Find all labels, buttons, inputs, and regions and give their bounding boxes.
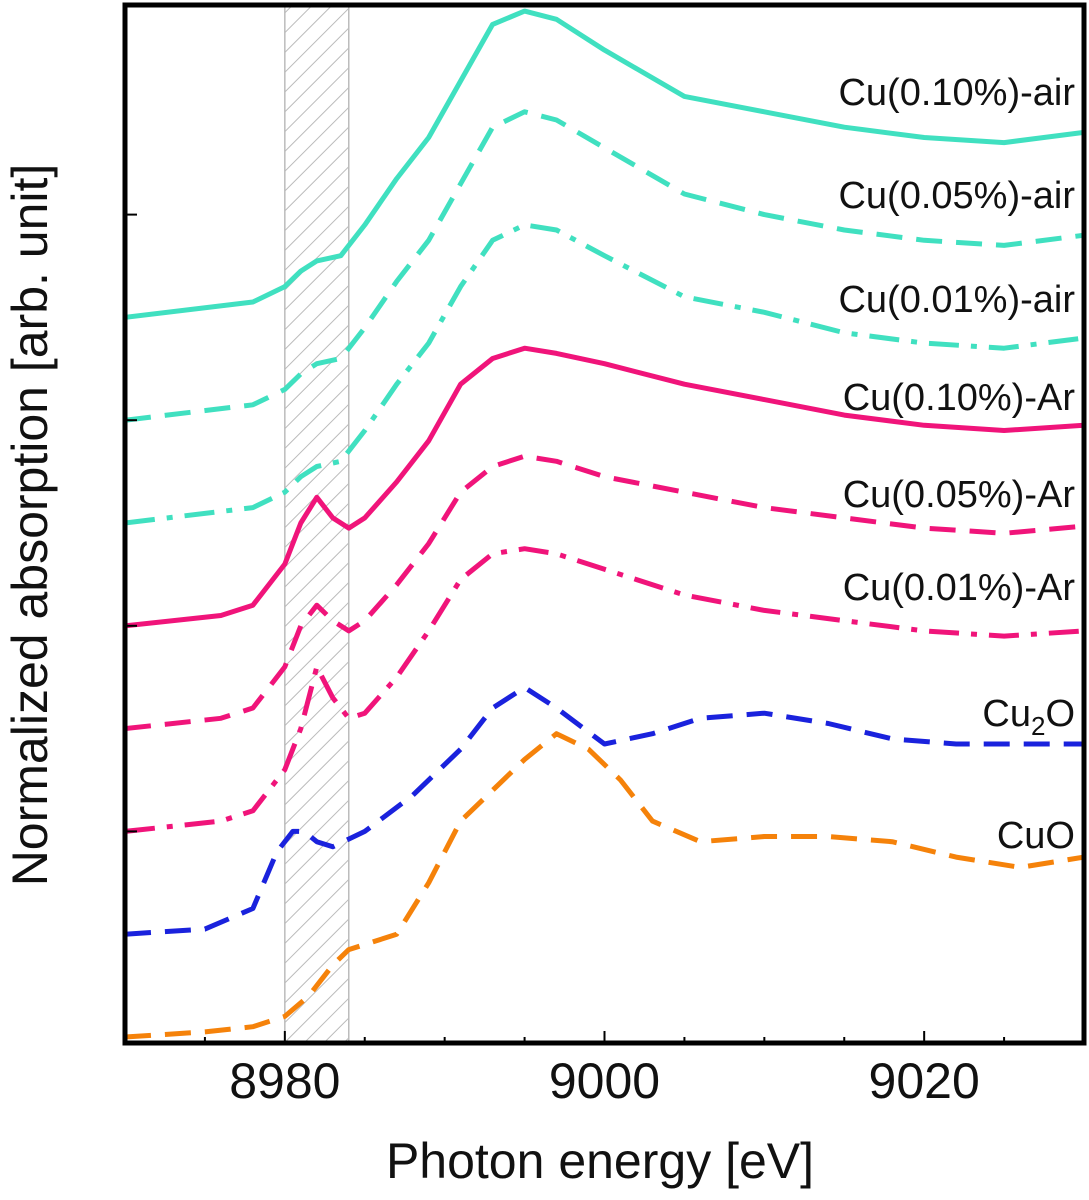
series-label-4: Cu(0.05%)-Ar xyxy=(843,474,1076,516)
series-line-4 xyxy=(125,453,1084,732)
series-line-3 xyxy=(125,345,1084,629)
series-line-2 xyxy=(125,222,1084,526)
y-axis-title: Normalized absorption [arb. unit] xyxy=(2,164,58,887)
plot-frame xyxy=(122,2,1087,1046)
series-label-6: Cu2O xyxy=(982,693,1075,741)
series-line-6 xyxy=(125,685,1084,937)
x-axis-title: Photon energy [eV] xyxy=(386,1133,814,1189)
x-tick-label-2: 9020 xyxy=(869,1053,980,1109)
series-line-7 xyxy=(125,731,1084,1040)
series-label-2: Cu(0.01%)-air xyxy=(838,279,1075,321)
series-line-1 xyxy=(125,109,1084,423)
series-layer xyxy=(125,8,1084,1040)
series-label-5: Cu(0.01%)-Ar xyxy=(843,567,1076,609)
x-tick-label-0: 8980 xyxy=(229,1053,340,1109)
series-label-0: Cu(0.10%)-air xyxy=(838,72,1075,114)
series-line-5 xyxy=(125,546,1084,834)
series-label-layer: Cu(0.10%)-air Cu(0.05%)-air Cu(0.01%)-air C… xyxy=(838,72,1075,857)
series-label-3: Cu(0.10%)-Ar xyxy=(843,377,1076,419)
x-tick-label-1: 9000 xyxy=(549,1053,660,1109)
series-line-0 xyxy=(125,8,1084,320)
series-label-7: CuO xyxy=(997,815,1075,857)
series-label-1: Cu(0.05%)-air xyxy=(838,175,1075,217)
tick-layer: 8980 9000 9020 xyxy=(125,213,1006,1109)
